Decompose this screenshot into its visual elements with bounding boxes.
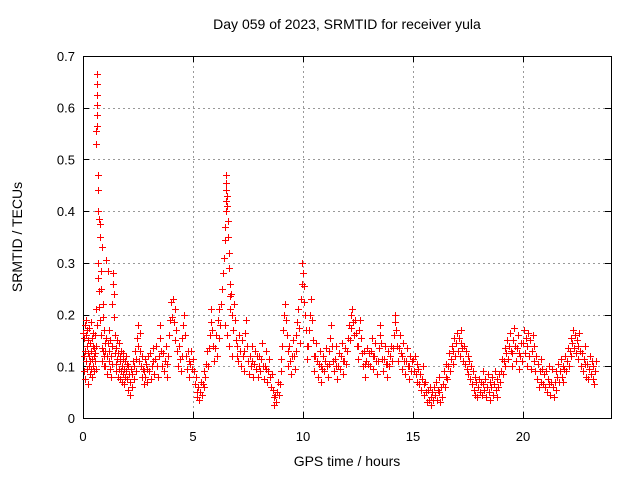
y-tick-label: 0.5 — [57, 152, 75, 167]
chart-title: Day 059 of 2023, SRMTID for receiver yul… — [213, 16, 481, 32]
y-tick-label: 0.3 — [57, 256, 75, 271]
y-tick-label: 0 — [68, 411, 75, 426]
x-tick-label: 20 — [516, 429, 530, 444]
x-tick-label: 10 — [296, 429, 310, 444]
y-tick-label: 0.1 — [57, 359, 75, 374]
x-tick-label: 15 — [406, 429, 420, 444]
y-tick-label: 0.4 — [57, 204, 75, 219]
y-tick-label: 0.7 — [57, 49, 75, 64]
plot-border — [83, 56, 612, 419]
y-tick-label: 0.2 — [57, 308, 75, 323]
y-tick-label: 0.6 — [57, 101, 75, 116]
x-axis-label: GPS time / hours — [293, 453, 401, 469]
x-tick-label: 0 — [79, 429, 86, 444]
x-tick-label: 5 — [189, 429, 196, 444]
data-points-plus-markers — [80, 71, 600, 409]
